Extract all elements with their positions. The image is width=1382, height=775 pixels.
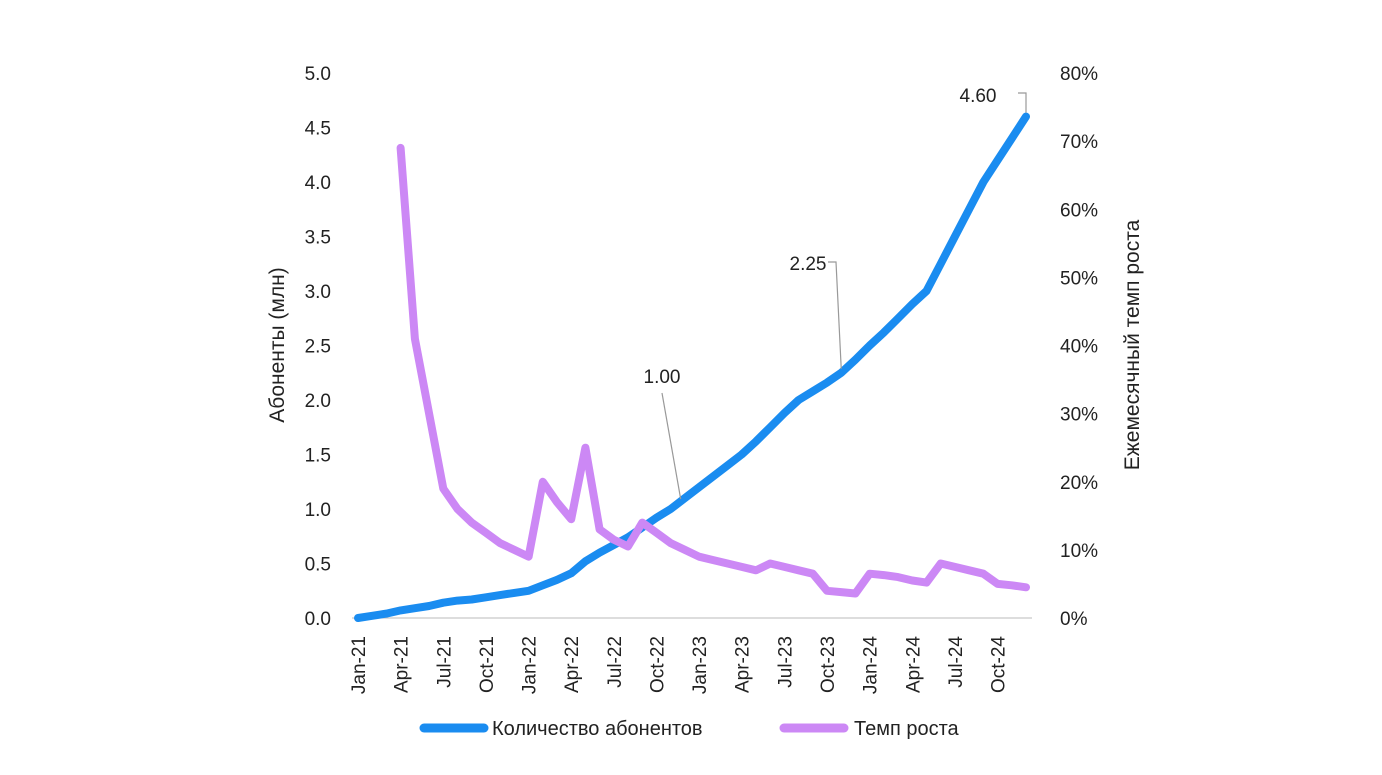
right-tick-label: 0% — [1060, 609, 1088, 630]
right-tick-label: 20% — [1060, 473, 1098, 494]
annotation-leader — [661, 392, 682, 500]
series-line-subscribers — [354, 112, 1030, 622]
right-tick-label: 80% — [1060, 64, 1098, 85]
left-tick-label: 0.5 — [305, 555, 331, 576]
right-tick-label: 30% — [1060, 405, 1098, 426]
x-tick-label: Oct-22 — [647, 636, 668, 693]
annotation-leader — [828, 261, 842, 369]
left-tick-label: 3.0 — [305, 282, 331, 303]
series-layer — [354, 112, 1030, 622]
left-axis: 0.0 0.5 1.0 1.5 2.0 2.5 3.0 3.5 4.0 4.5 5.0 — [305, 64, 331, 630]
left-tick-label: 4.5 — [305, 119, 331, 140]
right-tick-label: 70% — [1060, 132, 1098, 153]
annotation-label: 1.00 — [644, 367, 681, 388]
x-tick-label: Jul-21 — [434, 636, 455, 688]
left-tick-label: 2.0 — [305, 391, 331, 412]
x-tick-label: Apr-24 — [903, 636, 924, 693]
right-tick-label: 60% — [1060, 200, 1098, 221]
left-tick-label: 5.0 — [305, 64, 331, 85]
annotation-label: 4.60 — [960, 86, 997, 107]
x-tick-label: Jan-22 — [520, 636, 541, 694]
annotation-label: 2.25 — [790, 254, 827, 275]
x-tick-label: Jul-24 — [946, 636, 967, 688]
x-tick-label: Jan-23 — [690, 636, 711, 694]
x-tick-label: Jul-23 — [775, 636, 796, 688]
left-tick-label: 3.5 — [305, 228, 331, 249]
x-tick-label: Apr-22 — [562, 636, 583, 693]
x-tick-label: Oct-24 — [989, 636, 1010, 693]
legend-label-growth: Темп роста — [854, 718, 960, 740]
left-tick-label: 2.5 — [305, 337, 331, 358]
annotation-layer: 1.00 2.25 4.60 — [644, 86, 1027, 500]
series-line-growth — [396, 143, 1030, 598]
left-tick-label: 1.0 — [305, 500, 331, 521]
x-tick-label: Jan-21 — [349, 636, 370, 694]
right-tick-label: 50% — [1060, 268, 1098, 289]
right-tick-label: 40% — [1060, 337, 1098, 358]
left-tick-label: 1.5 — [305, 446, 331, 467]
right-tick-label: 10% — [1060, 541, 1098, 562]
right-axis-title: Ежемесячный темп роста — [1121, 219, 1144, 470]
x-tick-label: Apr-23 — [733, 636, 754, 693]
left-tick-label: 0.0 — [305, 609, 331, 630]
left-axis-title: Абоненты (млн) — [266, 267, 289, 422]
x-tick-label: Oct-21 — [477, 636, 498, 693]
x-axis: Jan-21 Apr-21 Jul-21 Oct-21 Jan-22 Apr-22 Jul-… — [349, 617, 1032, 695]
x-tick-label: Jul-22 — [605, 636, 626, 688]
legend: Количество абонентов Темп роста — [419, 718, 960, 740]
annotation-leader — [1018, 92, 1027, 113]
legend-label-subscribers: Количество абонентов — [492, 718, 703, 740]
right-axis: 0% 10% 20% 30% 40% 50% 60% 70% 80% — [1060, 64, 1098, 630]
x-tick-label: Apr-21 — [392, 636, 413, 693]
x-tick-label: Oct-23 — [818, 636, 839, 693]
x-tick-label: Jan-24 — [861, 636, 882, 695]
left-tick-label: 4.0 — [305, 173, 331, 194]
